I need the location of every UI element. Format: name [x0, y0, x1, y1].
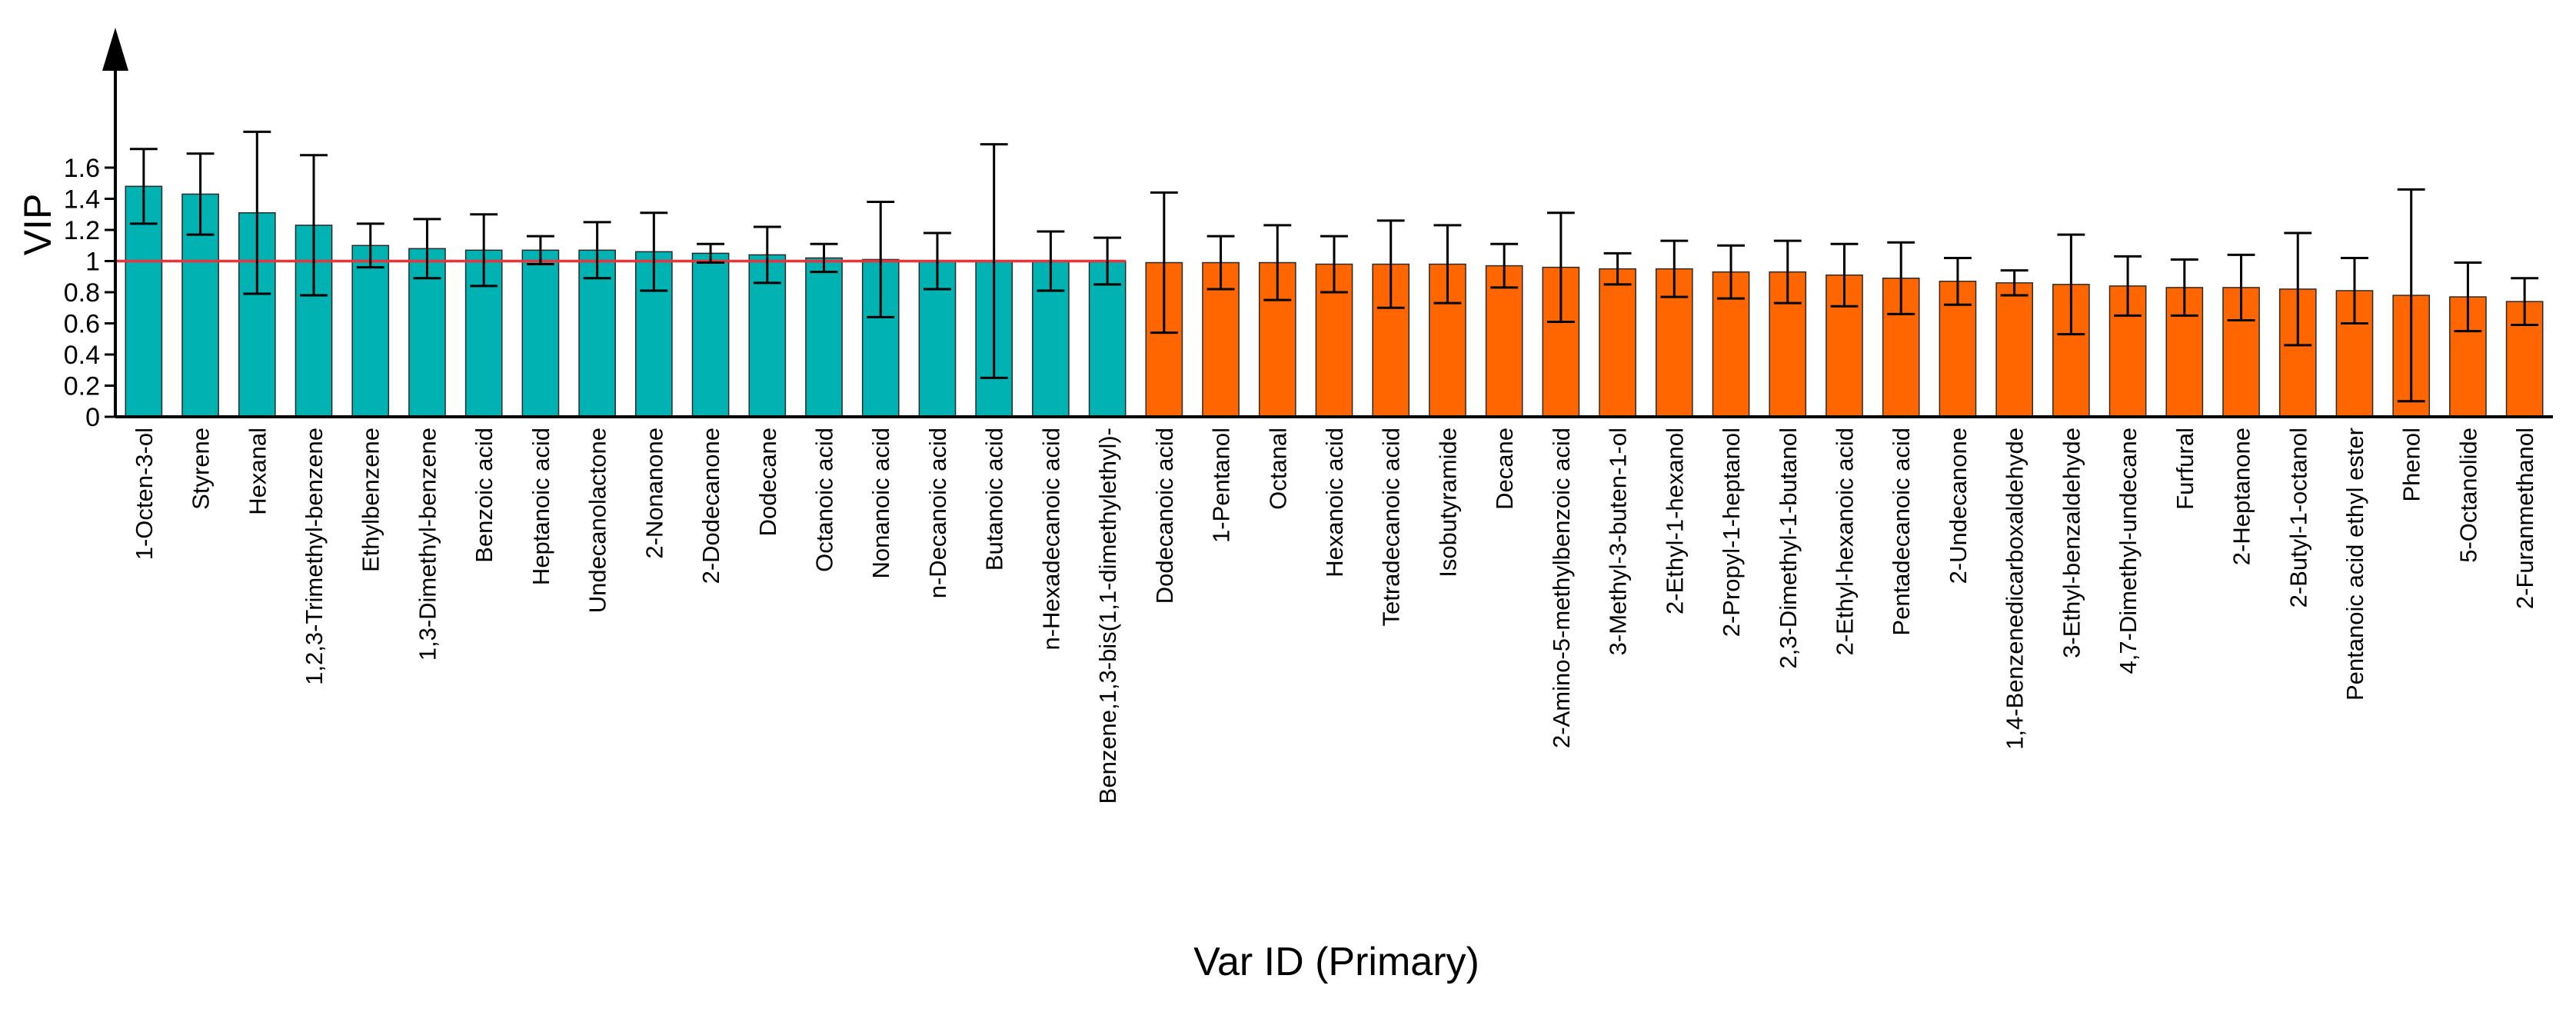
- y-tick-label: 0: [85, 403, 100, 432]
- x-category-label: Decane: [1491, 428, 1518, 510]
- x-category-label: Styrene: [188, 428, 215, 510]
- x-category-label: 2,3-Dimethyl-1-butanol: [1775, 428, 1802, 669]
- x-category-label: 2-Butyl-1-octanol: [2285, 428, 2311, 608]
- x-category-label: Benzene,1,3-bis(1,1-dimethylethyl)-: [1094, 428, 1121, 804]
- y-tick-label: 0.6: [64, 310, 100, 339]
- bar: [1995, 282, 2033, 418]
- category-labels: 1-Octen-3-ol Styrene Hexanal 1,2,3-Trimethy…: [131, 428, 2538, 804]
- y-ticks: 00.20.40.60.81 1.21.41.6: [64, 154, 115, 432]
- x-category-label: Phenol: [2398, 428, 2425, 502]
- x-category-label: Dodecanoic acid: [1151, 428, 1178, 604]
- x-category-label: Furfural: [2172, 428, 2198, 510]
- x-category-label: 3-Ethyl-benzaldehyde: [2058, 428, 2085, 658]
- y-tick-label: 1.6: [64, 154, 100, 183]
- x-category-label: 3-Methyl-3-buten-1-ol: [1605, 428, 1632, 655]
- x-category-label: 2-Dodecanone: [697, 428, 724, 584]
- x-category-label: 2-Furanmethanol: [2511, 428, 2538, 609]
- x-category-label: Ethylbenzene: [358, 428, 384, 572]
- x-category-label: Undecanolactone: [584, 428, 611, 613]
- x-category-label: 2-Heptanone: [2228, 428, 2255, 565]
- y-axis-title: VIP: [16, 194, 59, 256]
- x-category-label: n-Decanoic acid: [924, 428, 951, 598]
- x-category-label: Octanal: [1264, 428, 1291, 510]
- x-category-label: 5-Octanolide: [2455, 428, 2481, 563]
- x-category-label: Benzoic acid: [471, 428, 498, 563]
- x-category-label: Hexanoic acid: [1321, 428, 1348, 578]
- x-category-label: Pentadecanoic acid: [1888, 428, 1915, 636]
- y-axis-arrow: [102, 28, 128, 71]
- bar: [1088, 260, 1127, 418]
- x-category-label: 2-Ethyl-hexanoic acid: [1831, 428, 1858, 655]
- bar: [1429, 263, 1466, 418]
- x-category-label: Pentanoic acid ethyl ester: [2341, 428, 2368, 701]
- bar: [691, 252, 730, 418]
- x-category-label: 1-Octen-3-ol: [131, 428, 158, 560]
- x-category-label: 2-Undecanone: [1945, 428, 1972, 584]
- bar: [1599, 268, 1636, 418]
- x-category-label: 2-Amino-5-methylbenzoic acid: [1548, 428, 1575, 748]
- x-category-label: Hexanal: [244, 428, 271, 515]
- x-category-label: 4,7-Dimethyl-undecane: [2115, 428, 2142, 674]
- x-category-label: 2-Ethyl-1-hexanol: [1661, 428, 1688, 614]
- y-tick-label: 1.2: [64, 216, 100, 245]
- x-category-label: 1,2,3-Trimethyl-benzene: [301, 428, 328, 685]
- y-tick-label: 0.2: [64, 372, 100, 401]
- error-bars: [129, 130, 2539, 403]
- x-axis-title: Var ID (Primary): [1193, 940, 1479, 984]
- x-category-label: Dodecane: [754, 428, 781, 536]
- x-category-label: Octanoic acid: [811, 428, 838, 572]
- y-tick-label: 0.4: [64, 341, 100, 370]
- x-category-label: Isobutyramide: [1434, 428, 1461, 578]
- x-category-label: Heptanoic acid: [528, 428, 554, 585]
- bar: [1485, 265, 1523, 418]
- x-category-label: Tetradecanoic acid: [1378, 428, 1405, 627]
- y-tick-label: 0.8: [64, 278, 100, 308]
- x-category-label: 1,4-Benzenedicarboxaldehyde: [2002, 428, 2029, 750]
- x-category-label: 1,3-Dimethyl-benzene: [414, 428, 441, 661]
- bar: [805, 257, 843, 418]
- x-category-label: 1-Pentanol: [1208, 428, 1235, 543]
- x-category-label: n-Hexadecanoic acid: [1037, 428, 1064, 651]
- x-category-label: 2-Propyl-1-heptanol: [1718, 428, 1745, 637]
- y-tick-label: 1: [85, 248, 100, 277]
- y-tick-label: 1.4: [64, 185, 100, 215]
- x-category-label: Nonanoic acid: [867, 428, 894, 578]
- bar: [521, 249, 560, 418]
- x-category-label: 2-Nonanone: [641, 428, 667, 559]
- bar: [351, 245, 390, 418]
- x-category-label: Butanoic acid: [981, 428, 1008, 571]
- bars: [125, 185, 2544, 418]
- axes: [102, 28, 2553, 418]
